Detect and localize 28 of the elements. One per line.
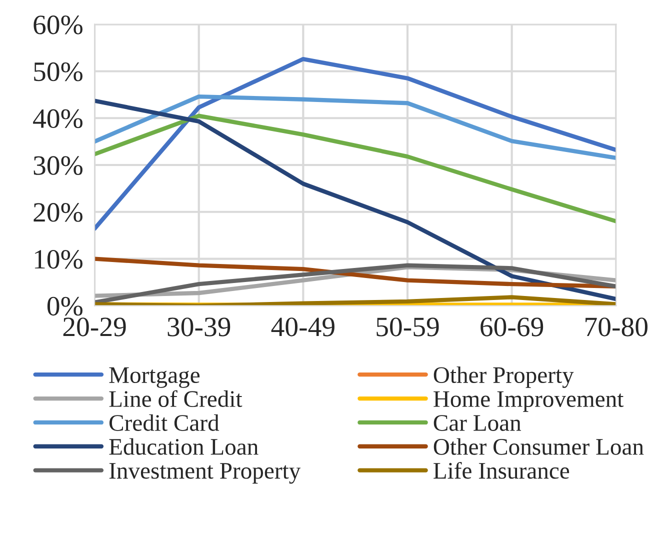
x-tick-label: 60-69 (480, 318, 544, 336)
y-tick-label: 50% (34, 62, 82, 82)
line-series (94, 256, 616, 289)
x-tick-label: 50-59 (376, 318, 439, 336)
y-tick-label: 10% (34, 250, 82, 269)
legend-label: Mortgage (109, 367, 200, 388)
y-tick-label: 40% (33, 109, 82, 128)
x-tick-label: 20-29 (63, 318, 126, 336)
legend-label: Other Consumer Loan (434, 438, 644, 455)
line-series (94, 94, 616, 160)
y-tick-label: 0% (47, 296, 82, 316)
legend-label: Investment Property (109, 463, 301, 484)
legend-label: Education Loan (109, 438, 258, 455)
line-series (94, 98, 616, 302)
legend-label: Other Property (434, 366, 574, 388)
legend-label: Credit Card (110, 414, 220, 431)
y-tick-label: 60% (34, 16, 82, 34)
legend-label: Car Loan (434, 415, 522, 431)
y-tick-label: 30% (34, 156, 82, 176)
x-tick-label: 30-39 (168, 318, 230, 336)
line-series (94, 114, 616, 224)
line-series (94, 56, 616, 231)
x-tick-label: 40-49 (271, 318, 334, 336)
legend-label: Home Improvement (434, 391, 624, 412)
x-tick-label: 70-80 (586, 318, 648, 336)
legend-label: Line of Credit (109, 390, 242, 408)
y-tick-label: 20% (34, 203, 82, 222)
legend-label: Life Insurance (434, 462, 570, 479)
